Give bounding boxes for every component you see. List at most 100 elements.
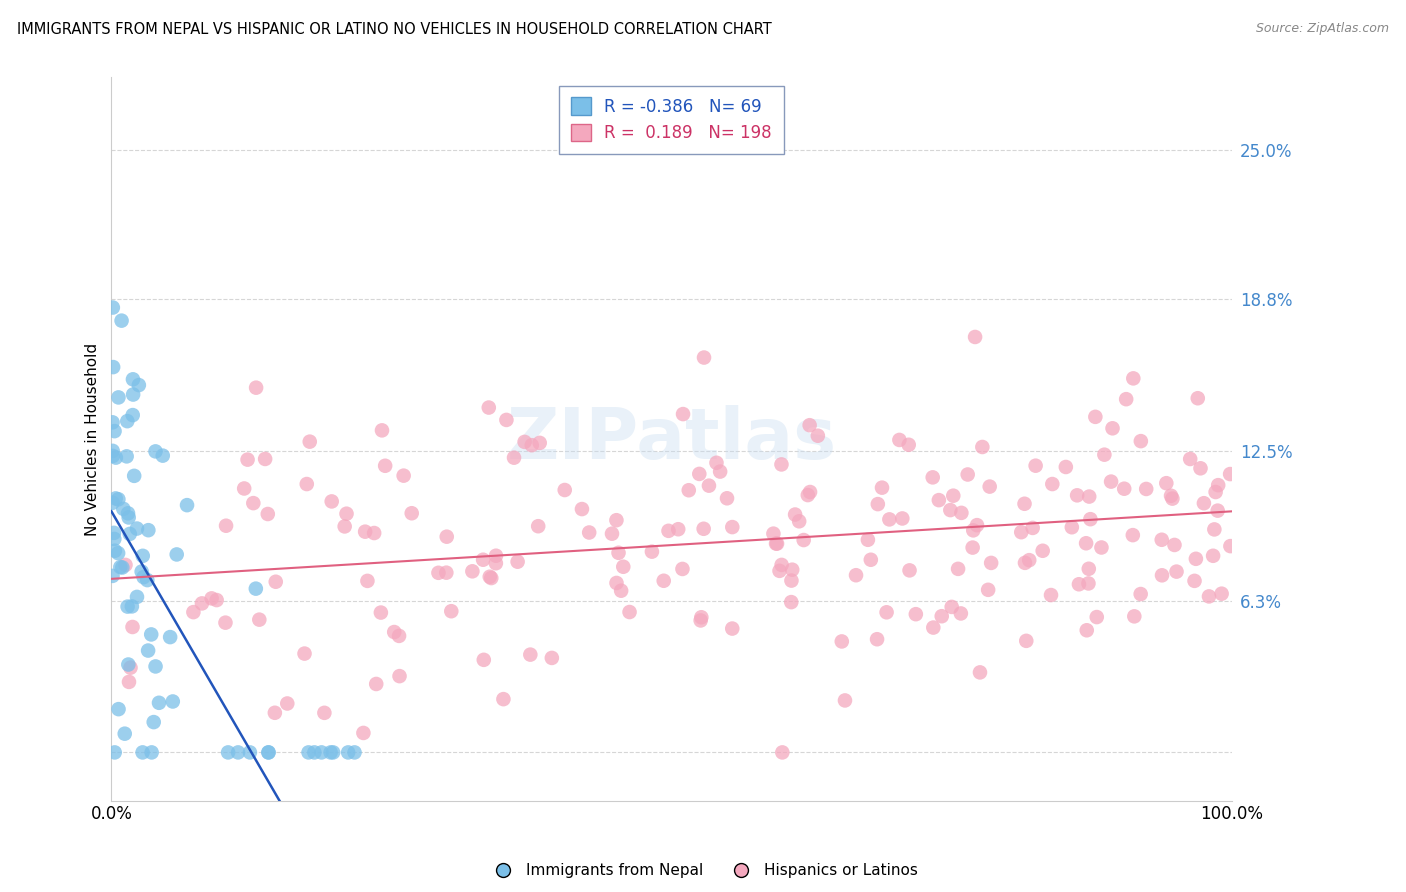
Point bbox=[693, 351, 716, 365]
Point bbox=[257, 746, 280, 760]
Point bbox=[785, 508, 807, 522]
Point bbox=[1160, 489, 1182, 503]
Point bbox=[434, 566, 457, 580]
Point bbox=[370, 606, 392, 620]
Point bbox=[1014, 556, 1036, 570]
Legend: Immigrants from Nepal, Hispanics or Latinos: Immigrants from Nepal, Hispanics or Lati… bbox=[482, 857, 924, 884]
Point bbox=[859, 553, 882, 567]
Point bbox=[101, 569, 124, 583]
Point bbox=[485, 556, 508, 570]
Point bbox=[472, 552, 495, 566]
Point bbox=[554, 483, 576, 497]
Point bbox=[107, 702, 129, 716]
Point bbox=[689, 614, 711, 628]
Point bbox=[101, 449, 124, 463]
Point bbox=[672, 407, 695, 421]
Point bbox=[1085, 610, 1108, 624]
Point bbox=[215, 518, 238, 533]
Point bbox=[103, 424, 125, 438]
Point bbox=[131, 746, 153, 760]
Point bbox=[979, 480, 1001, 494]
Point bbox=[478, 570, 501, 584]
Point bbox=[1014, 497, 1036, 511]
Point bbox=[780, 595, 803, 609]
Point bbox=[1099, 475, 1122, 489]
Point bbox=[977, 582, 1000, 597]
Point bbox=[1135, 482, 1157, 496]
Point bbox=[831, 634, 853, 648]
Point bbox=[513, 434, 536, 449]
Point bbox=[690, 610, 713, 624]
Point bbox=[962, 541, 984, 555]
Point bbox=[247, 613, 270, 627]
Point bbox=[132, 570, 155, 584]
Point bbox=[1122, 371, 1144, 385]
Point bbox=[1060, 520, 1083, 534]
Point bbox=[294, 647, 316, 661]
Point bbox=[110, 560, 132, 574]
Point bbox=[946, 562, 969, 576]
Point bbox=[1206, 503, 1229, 517]
Point bbox=[766, 536, 789, 550]
Point bbox=[176, 498, 198, 512]
Point bbox=[787, 514, 810, 528]
Point bbox=[392, 468, 415, 483]
Point bbox=[600, 526, 623, 541]
Point bbox=[1156, 476, 1178, 491]
Point bbox=[657, 524, 679, 538]
Point bbox=[706, 456, 728, 470]
Point bbox=[1077, 562, 1099, 576]
Point bbox=[1074, 536, 1097, 550]
Point bbox=[1032, 543, 1054, 558]
Point bbox=[641, 544, 664, 558]
Point bbox=[904, 607, 927, 622]
Point bbox=[1115, 392, 1137, 407]
Point bbox=[104, 450, 127, 465]
Point bbox=[354, 524, 377, 539]
Point bbox=[1040, 588, 1063, 602]
Point bbox=[205, 593, 228, 607]
Point bbox=[1129, 434, 1152, 449]
Point bbox=[942, 489, 965, 503]
Point bbox=[242, 496, 264, 510]
Point bbox=[688, 467, 710, 481]
Point bbox=[117, 506, 139, 520]
Point bbox=[1122, 528, 1144, 542]
Point bbox=[1184, 574, 1206, 588]
Point bbox=[107, 391, 129, 405]
Point bbox=[891, 511, 914, 525]
Point bbox=[1080, 512, 1102, 526]
Point bbox=[401, 506, 423, 520]
Point bbox=[427, 566, 450, 580]
Point bbox=[122, 387, 145, 401]
Point bbox=[1219, 539, 1241, 553]
Point bbox=[1166, 565, 1188, 579]
Point bbox=[297, 746, 319, 760]
Point bbox=[101, 443, 124, 458]
Point bbox=[128, 378, 150, 392]
Point bbox=[762, 526, 785, 541]
Point bbox=[131, 565, 153, 579]
Point bbox=[922, 621, 945, 635]
Point bbox=[921, 470, 943, 484]
Point bbox=[321, 494, 343, 508]
Point bbox=[793, 533, 815, 547]
Point bbox=[856, 533, 879, 547]
Point bbox=[337, 746, 360, 760]
Point bbox=[111, 560, 134, 574]
Point bbox=[136, 643, 159, 657]
Point bbox=[1163, 538, 1185, 552]
Point bbox=[866, 497, 889, 511]
Point bbox=[104, 491, 127, 506]
Point bbox=[1161, 491, 1184, 506]
Point bbox=[1078, 490, 1101, 504]
Point bbox=[495, 413, 517, 427]
Point bbox=[117, 657, 139, 672]
Point bbox=[939, 503, 962, 517]
Point bbox=[121, 408, 143, 422]
Point bbox=[1211, 587, 1233, 601]
Point bbox=[540, 651, 562, 665]
Point bbox=[264, 574, 287, 589]
Point bbox=[1180, 452, 1202, 467]
Point bbox=[612, 559, 634, 574]
